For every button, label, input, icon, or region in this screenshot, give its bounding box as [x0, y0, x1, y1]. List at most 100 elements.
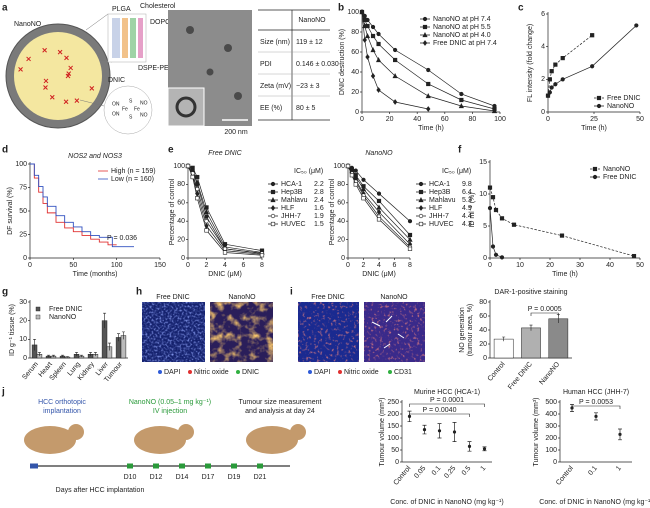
marker — [596, 103, 602, 109]
point — [618, 432, 622, 436]
marker — [418, 189, 424, 195]
x-tick-label: 80 — [469, 116, 477, 123]
stain-dot — [388, 370, 392, 374]
marker — [499, 255, 505, 260]
marker — [393, 47, 398, 53]
stain-dot — [308, 370, 312, 374]
x-axis-label: DNIC (μM) — [208, 271, 242, 278]
x-tick-label: 2 — [362, 262, 366, 269]
y-tick-label: 5 — [483, 223, 487, 230]
series-line — [489, 208, 503, 258]
table-cell: Size (nm) — [260, 39, 290, 46]
significance-bracket — [571, 405, 621, 409]
legend-value: 1.5 — [314, 221, 324, 228]
marker — [204, 219, 209, 224]
y-tick-label: 80 — [479, 299, 487, 306]
x-tick-label: 6 — [242, 262, 246, 269]
marker — [559, 233, 565, 238]
chart-title: Free DNIC — [208, 150, 242, 157]
marker — [370, 33, 376, 39]
y-tick-label: 10 — [479, 191, 487, 198]
structure-label: Fe — [122, 106, 128, 112]
drug-mark — [64, 55, 69, 61]
drug-mark — [49, 94, 55, 100]
point — [467, 444, 472, 448]
table-cell: 0.146 ± 0.030 — [296, 61, 339, 68]
marker — [592, 174, 598, 180]
y-tick-label: 100 — [333, 163, 345, 170]
y-axis-label: Tumour volume (mm³) — [533, 398, 540, 467]
bar — [493, 338, 514, 359]
marker — [376, 191, 382, 196]
error-bar — [33, 339, 37, 351]
y-tick-label: 25 — [19, 231, 27, 238]
panel-label: d — [2, 145, 8, 156]
marker — [634, 23, 639, 28]
x-axis-label: Time (h) — [581, 125, 607, 132]
marker — [459, 97, 464, 103]
y-tick-label: 2 — [541, 76, 545, 83]
marker — [376, 217, 382, 222]
marker — [418, 181, 424, 187]
marker — [392, 73, 398, 79]
marker — [195, 186, 200, 192]
marker — [549, 69, 554, 74]
legend-label: NanoNO at pH 4.0 — [433, 32, 491, 39]
y-tick-label: 60 — [177, 200, 185, 207]
y-tick-label: 0 — [483, 255, 487, 262]
marker — [407, 232, 413, 238]
error-bar — [117, 333, 121, 342]
legend-label: NanoNO at pH 7.4 — [433, 16, 491, 23]
y-tick-label: 100 — [545, 447, 557, 454]
layer-label: DOPC — [150, 19, 170, 26]
table-cell: 80 ± 5 — [296, 105, 316, 112]
tem-particle — [224, 44, 232, 52]
y-tick-label: 15 — [479, 159, 487, 166]
structure-label: S — [129, 114, 133, 120]
y-tick-label: 80 — [177, 181, 185, 188]
marker — [203, 209, 210, 215]
legend-swatch — [35, 314, 41, 320]
legend-label: Mahlavu — [281, 197, 308, 204]
x-tick-label: 8 — [260, 262, 264, 269]
marker — [353, 182, 358, 187]
panel-label: j — [1, 387, 5, 398]
marker — [590, 33, 595, 38]
error-bar — [107, 342, 111, 351]
significance-bracket — [530, 312, 559, 316]
image-title: Free DNIC — [311, 294, 344, 301]
p-value: P = 0.0040 — [423, 407, 457, 414]
table-cell: 119 ± 12 — [296, 39, 323, 46]
legend-label: HUVEC — [281, 221, 306, 228]
step-label: IV injection — [153, 408, 187, 415]
drug-mark — [43, 85, 48, 90]
x-tick-label: 0.5 — [461, 465, 473, 477]
series-line — [489, 187, 635, 257]
y-tick-label: 20 — [337, 236, 345, 243]
marker — [185, 163, 191, 169]
error-bar — [529, 324, 533, 331]
property-table: NanoNO Size (nm) 119 ± 12 PDI 0.146 ± 0.… — [258, 9, 339, 121]
legend-label: NanoNO at pH 5.5 — [433, 24, 491, 31]
x-axis-label: DNIC (μM) — [362, 271, 396, 278]
legend-label: HUVEC — [429, 221, 454, 228]
x-tick-label: 60 — [441, 116, 449, 123]
marker — [349, 173, 354, 178]
legend-value: 5.3 — [462, 197, 472, 204]
marker — [376, 209, 382, 215]
marker — [376, 198, 382, 204]
significance-bracket — [409, 413, 470, 417]
bar — [548, 318, 569, 359]
legend-label: HCA-1 — [429, 181, 450, 188]
legend-value: 1.9 — [314, 213, 324, 220]
error-bar — [93, 352, 97, 357]
particle-label: NanoNO — [14, 21, 42, 28]
stain-label: DNIC — [242, 369, 259, 376]
marker — [418, 213, 424, 219]
marker — [422, 16, 428, 22]
stain-dot — [158, 370, 162, 374]
legend-value: 6.4 — [462, 189, 472, 196]
y-tick-label: 0 — [23, 255, 27, 262]
marker — [545, 93, 551, 98]
